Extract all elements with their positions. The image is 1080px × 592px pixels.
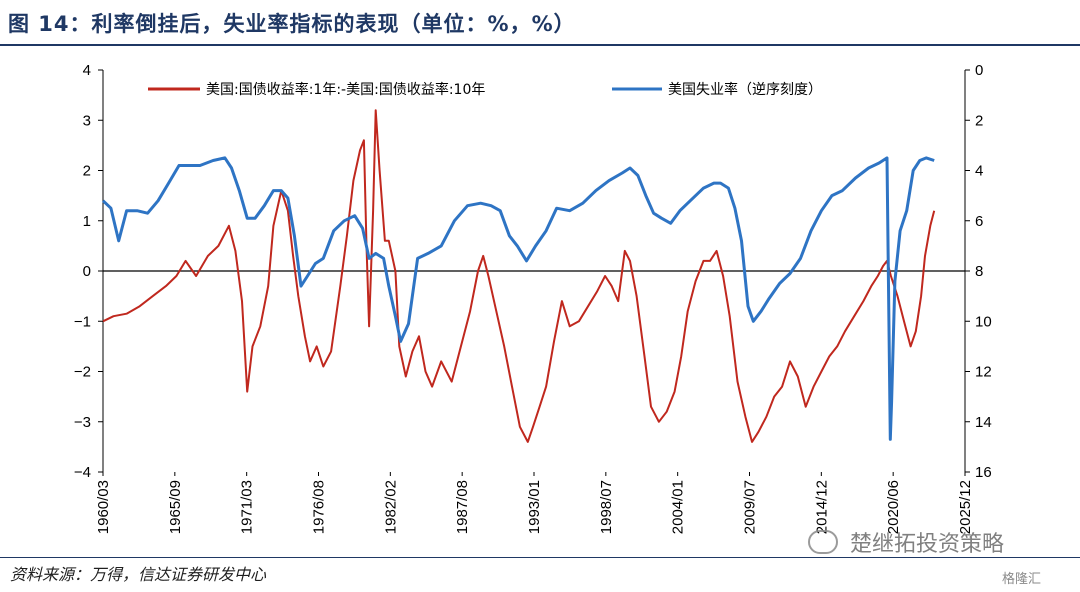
page-title: 图 14：利率倒挂后，失业率指标的表现（单位：%，%） <box>8 12 576 36</box>
watermark: 楚继拓投资策略 <box>808 526 1004 558</box>
x-axis-tick-label: 2020/06 <box>885 480 902 534</box>
left-axis-tick-label: 3 <box>83 112 91 129</box>
x-axis-tick-label: 1987/08 <box>454 480 471 534</box>
left-axis-tick-label: 1 <box>83 213 91 230</box>
right-axis-tick-label: 16 <box>975 464 992 481</box>
x-axis-tick-label: 1976/08 <box>311 480 328 534</box>
x-axis-tick-label: 1971/03 <box>239 480 256 534</box>
wechat-icon <box>808 530 838 554</box>
x-axis-tick-label: 2014/12 <box>813 480 830 534</box>
x-axis-tick-label: 1965/09 <box>167 480 184 534</box>
legend-entry-yield-spread-label: 美国:国债收益率:1年:-美国:国债收益率:10年 <box>206 81 485 98</box>
chart-series <box>101 109 936 443</box>
x-axis-tick-label: 1993/01 <box>526 480 543 534</box>
title-divider <box>0 44 1080 46</box>
left-axis-tick-label: 0 <box>83 263 91 280</box>
x-axis-tick-labels: 1960/03 1965/09 1971/03 1976/08 1982/02 1987/… <box>95 472 974 534</box>
right-axis-tick-label: 14 <box>975 414 992 431</box>
left-axis-tick-label: −2 <box>74 364 91 381</box>
left-axis-tick-label: −3 <box>74 414 91 431</box>
right-axis-tick-label: 0 <box>975 62 983 79</box>
x-axis-tick-label: 2025/12 <box>957 480 974 534</box>
unemployment-series-line <box>101 156 935 441</box>
left-axis-tick-label: 4 <box>83 62 91 79</box>
right-axis-tick-label: 8 <box>975 263 983 280</box>
yield-spread-series-line <box>102 109 936 443</box>
watermark-text: 楚继拓投资策略 <box>850 532 1005 557</box>
right-axis-tick-label: 2 <box>975 112 983 129</box>
left-axis-tick-label: −1 <box>74 313 91 330</box>
right-axis-tick-label: 6 <box>975 213 983 230</box>
left-axis-tick-label: −4 <box>74 464 91 481</box>
x-axis-tick-label: 2009/07 <box>742 480 759 534</box>
right-axis-tick-label: 12 <box>975 364 992 381</box>
source-divider <box>0 557 1080 558</box>
x-axis-tick-label: 1998/07 <box>598 480 615 534</box>
right-axis-tick-label: 10 <box>975 313 992 330</box>
publisher-logo: 格隆汇 <box>1002 572 1042 587</box>
left-axis-tick-label: 2 <box>83 163 91 180</box>
x-axis-tick-label: 1982/02 <box>382 480 399 534</box>
x-axis-tick-label: 2004/01 <box>670 480 687 534</box>
source-note: 资料来源：万得，信达证券研发中心 <box>10 565 267 584</box>
x-axis-tick-label: 1960/03 <box>95 480 112 534</box>
chart-legend: 美国:国债收益率:1年:-美国:国债收益率:10年 美国失业率（逆序刻度） <box>148 81 822 98</box>
legend-entry-unemployment-label: 美国失业率（逆序刻度） <box>668 81 822 98</box>
right-axis-tick-label: 4 <box>975 163 983 180</box>
